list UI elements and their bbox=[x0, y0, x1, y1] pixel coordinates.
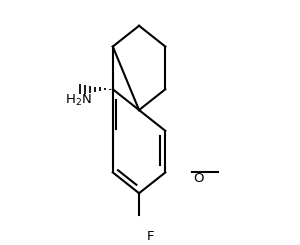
Text: H$_2$N: H$_2$N bbox=[65, 93, 92, 108]
Text: O: O bbox=[194, 172, 204, 185]
Text: F: F bbox=[146, 231, 154, 244]
